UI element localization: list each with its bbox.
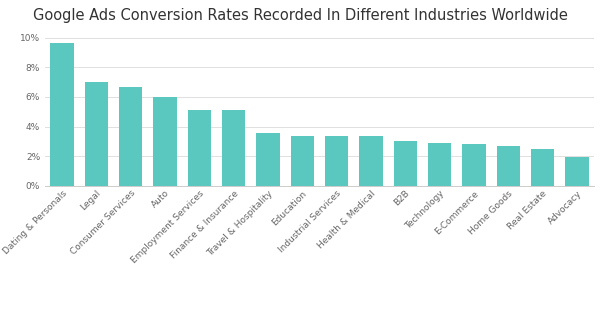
Bar (256, 133, 280, 186)
Bar (154, 96, 177, 186)
Bar (290, 136, 314, 186)
Bar (85, 83, 108, 186)
Bar (222, 110, 245, 186)
Text: Google Ads Conversion Rates Recorded In Different Industries Worldwide: Google Ads Conversion Rates Recorded In … (32, 8, 568, 23)
Bar (462, 144, 485, 186)
Bar (531, 149, 554, 186)
Bar (119, 88, 142, 186)
Bar (188, 110, 211, 186)
Bar (565, 157, 589, 186)
Bar (359, 136, 383, 186)
Bar (428, 143, 451, 186)
Bar (394, 141, 417, 186)
Bar (497, 146, 520, 186)
Bar (50, 43, 74, 186)
Bar (325, 136, 349, 186)
